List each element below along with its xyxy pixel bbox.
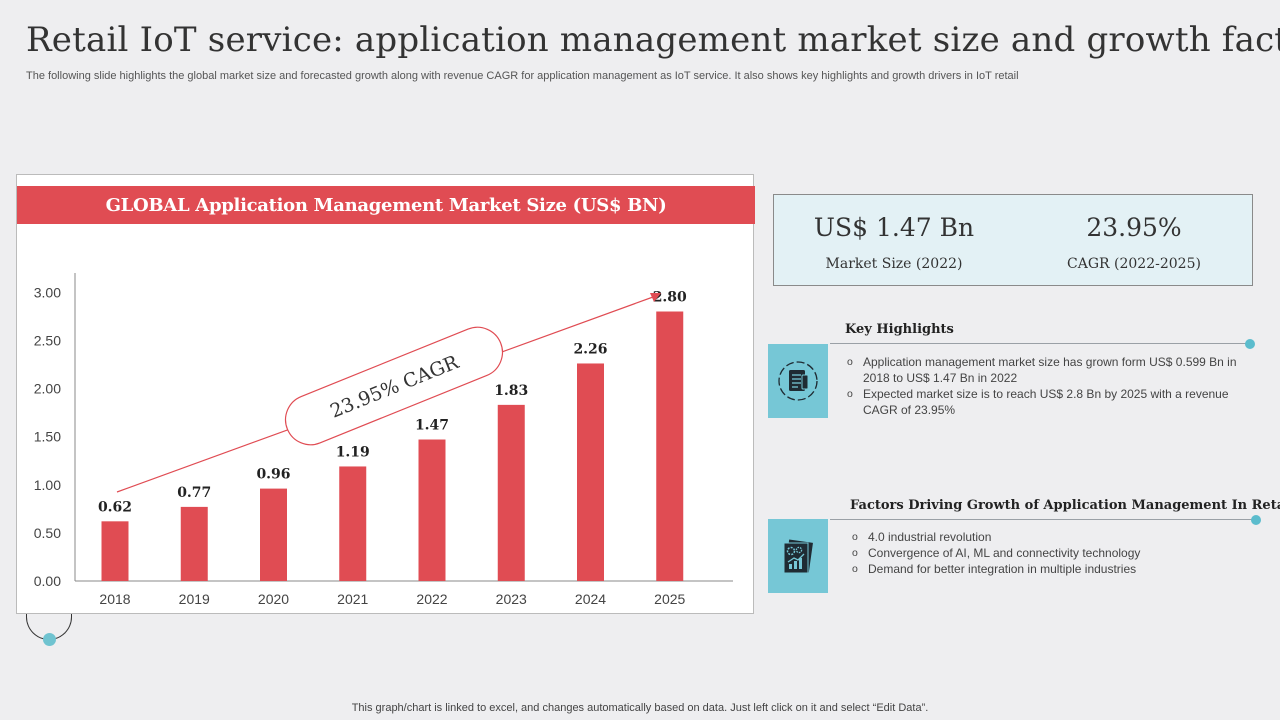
y-tick-label: 0.50 [34,525,61,541]
x-tick-label: 2023 [496,591,527,607]
footer-note: This graph/chart is linked to excel, and… [351,702,929,714]
cagr-annotation: 23.95% CAGR [284,326,504,446]
factors-heading: Factors Driving Growth of Application Ma… [850,498,1280,513]
stat-value: 23.95% [1086,213,1182,242]
divider [830,519,1252,520]
data-label: 0.96 [256,467,290,483]
highlights-heading: Key Highlights [845,322,954,337]
divider-dot [1251,515,1261,525]
document-icon [768,344,828,418]
bar [180,506,208,581]
factors-list: 4.0 industrial revolution Convergence of… [848,529,1248,577]
data-label: 2.80 [653,290,687,306]
data-label: 2.26 [573,341,607,357]
divider [830,343,1246,344]
bar [497,404,525,581]
x-tick-label: 2024 [575,591,606,607]
chart-card[interactable]: 0.00 0.50 1.00 1.50 2.00 2.50 3.00 0.62 2018 0.77… [16,174,755,615]
highlights-list: Application management market size has g… [843,354,1243,418]
stats-card: US$ 1.47 Bn Market Size (2022) 23.95% CA… [773,194,1253,286]
y-tick-label: 3.00 [34,284,61,300]
stat-value: US$ 1.47 Bn [813,213,975,242]
page-title: Retail IoT service: application manageme… [26,20,1280,60]
bar [339,466,367,581]
x-tick-label: 2021 [337,591,368,607]
decorative-dot [43,633,56,646]
stat-cagr: 23.95% CAGR (2022-2025) [1014,195,1254,272]
bar [577,363,604,581]
list-item: 4.0 industrial revolution [848,529,1248,545]
y-tick-label: 2.00 [34,381,61,397]
x-tick-label: 2018 [99,591,130,607]
chart-title: GLOBAL Application Management Market Siz… [17,186,755,224]
list-item: Application management market size has g… [843,354,1243,386]
divider-dot [1245,339,1255,349]
page-subtitle: The following slide highlights the globa… [26,70,1019,82]
y-tick-label: 1.50 [34,429,61,445]
list-item: Expected market size is to reach US$ 2.8… [843,386,1243,418]
data-label: 0.77 [177,485,211,501]
bar [656,311,684,581]
list-item: Convergence of AI, ML and connectivity t… [848,545,1248,561]
data-label: 0.62 [98,499,132,515]
bar [101,521,129,581]
data-label: 1.47 [415,418,449,434]
x-tick-label: 2020 [258,591,289,607]
x-tick-label: 2025 [654,591,685,607]
x-tick-label: 2022 [416,591,447,607]
x-tick-label: 2019 [179,591,210,607]
y-tick-label: 0.00 [34,573,61,589]
stat-label: Market Size (2022) [825,256,963,272]
stat-label: CAGR (2022-2025) [1067,256,1201,272]
data-label: 1.83 [494,383,528,399]
list-item: Demand for better integration in multipl… [848,561,1248,577]
bar [260,488,287,581]
y-tick-label: 2.50 [34,332,61,348]
data-label: 1.19 [336,444,370,460]
stat-market-size: US$ 1.47 Bn Market Size (2022) [774,195,1014,272]
y-tick-label: 1.00 [34,477,61,493]
bar [418,439,446,581]
growth-gears-icon [768,519,828,593]
bar-chart[interactable]: 0.00 0.50 1.00 1.50 2.00 2.50 3.00 0.62 2018 0.77… [17,175,755,615]
